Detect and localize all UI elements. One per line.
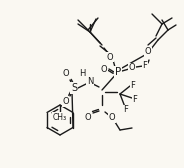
Text: S: S xyxy=(71,83,77,93)
Text: O: O xyxy=(101,65,107,74)
Text: F: F xyxy=(132,94,137,103)
Text: F: F xyxy=(143,60,147,70)
Text: P: P xyxy=(115,67,121,77)
Text: O: O xyxy=(63,97,69,107)
Text: F: F xyxy=(124,106,128,115)
Text: O: O xyxy=(107,52,113,61)
Text: O: O xyxy=(129,64,135,73)
Text: O: O xyxy=(63,70,69,78)
Text: O: O xyxy=(85,114,91,122)
Text: H: H xyxy=(79,70,85,78)
Text: CH₃: CH₃ xyxy=(53,113,67,121)
Text: N: N xyxy=(87,77,93,87)
Text: O: O xyxy=(145,48,151,56)
Text: O: O xyxy=(109,114,115,122)
Text: F: F xyxy=(131,80,135,90)
